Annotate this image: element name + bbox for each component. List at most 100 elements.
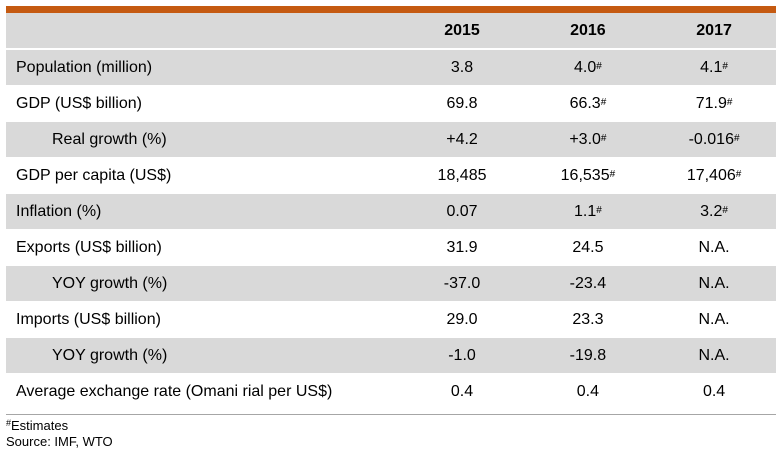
cell-value: 0.4 (576, 382, 600, 400)
value-cell: -0.016# (652, 122, 776, 158)
header-cell-2017: 2017 (652, 13, 776, 50)
row-label: Inflation (%) (6, 194, 401, 230)
value-cell: 71.9# (652, 86, 776, 122)
value-cell: 23.3 (523, 302, 653, 338)
footnote-text: Estimates (11, 418, 69, 433)
economic-indicators-table: 2015 2016 2017 Population (million) 3.8 4.… (6, 13, 776, 410)
header-cell-2016: 2016 (523, 13, 653, 50)
cell-value: 23.3 (572, 310, 604, 328)
cell-value: 31.9 (446, 238, 478, 256)
row-label: GDP (US$ billion) (6, 86, 401, 122)
value-cell: +4.2 (400, 122, 524, 158)
top-accent-bar (6, 6, 776, 13)
row-label: Population (million) (6, 50, 401, 86)
cell-value: +4.2 (446, 130, 478, 148)
value-cell: 18,485 (400, 158, 524, 194)
value-cell: 1.1# (523, 194, 653, 230)
value-cell: 3.2# (652, 194, 776, 230)
row-label: Imports (US$ billion) (6, 302, 401, 338)
value-cell: -37.0 (400, 266, 524, 302)
value-cell: 16,535# (523, 158, 653, 194)
cell-value: 16,535 (560, 166, 610, 184)
cell-value: 66.3 (569, 94, 601, 112)
cell-value: 3.8 (450, 58, 474, 76)
row-label: YOY growth (%) (6, 266, 401, 302)
cell-value: 18,485 (437, 166, 487, 184)
cell-value: N.A. (698, 310, 730, 328)
header-row: 2015 2016 2017 (6, 13, 776, 50)
cell-value: 3.2 (700, 202, 723, 220)
value-cell: N.A. (652, 266, 776, 302)
estimate-mark: # (735, 168, 742, 180)
cell-value: +3.0 (569, 130, 601, 148)
value-cell: -1.0 (400, 338, 524, 374)
cell-value: N.A. (698, 346, 730, 364)
footnote: #Estimates (6, 418, 113, 434)
cell-value: -1.0 (448, 346, 476, 364)
table-row: YOY growth (%) -1.0 -19.8 N.A. (6, 338, 776, 374)
value-cell: 0.4 (400, 374, 524, 410)
cell-value: 17,406 (686, 166, 736, 184)
cell-value: -23.4 (569, 274, 607, 292)
table-row: GDP (US$ billion) 69.8 66.3# 71.9# (6, 86, 776, 122)
notes-block: #Estimates Source: IMF, WTO (6, 418, 113, 450)
table-row: Exports (US$ billion) 31.9 24.5 N.A. (6, 230, 776, 266)
cell-value: 29.0 (446, 310, 478, 328)
estimate-mark: # (596, 60, 602, 72)
value-cell: 17,406# (652, 158, 776, 194)
row-label: Exports (US$ billion) (6, 230, 401, 266)
estimate-mark: # (733, 132, 740, 144)
value-cell: -19.8 (523, 338, 653, 374)
estimate-mark: # (722, 60, 728, 72)
value-cell: 69.8 (400, 86, 524, 122)
value-cell: N.A. (652, 338, 776, 374)
cell-value: 0.07 (446, 202, 478, 220)
cell-value: N.A. (698, 274, 730, 292)
source-note: Source: IMF, WTO (6, 434, 113, 449)
cell-value: -37.0 (443, 274, 481, 292)
value-cell: 4.1# (652, 50, 776, 86)
estimate-mark: # (722, 204, 728, 216)
value-cell: 29.0 (400, 302, 524, 338)
value-cell: 3.8 (400, 50, 524, 86)
header-cell-2015: 2015 (400, 13, 524, 50)
table-row: Average exchange rate (Omani rial per US… (6, 374, 776, 410)
row-label: GDP per capita (US$) (6, 158, 401, 194)
value-cell: 0.07 (400, 194, 524, 230)
value-cell: 66.3# (523, 86, 653, 122)
table-body: Population (million) 3.8 4.0# 4.1# GDP (US$ … (6, 50, 776, 410)
table-row: GDP per capita (US$) 18,485 16,535# 17,406# (6, 158, 776, 194)
value-cell: N.A. (652, 302, 776, 338)
value-cell: 31.9 (400, 230, 524, 266)
row-label: Average exchange rate (Omani rial per US… (6, 374, 401, 410)
cell-value: -19.8 (569, 346, 607, 364)
cell-value: 24.5 (572, 238, 604, 256)
cell-value: 4.1 (700, 58, 723, 76)
value-cell: 24.5 (523, 230, 653, 266)
cell-value: 69.8 (446, 94, 478, 112)
value-cell: 0.4 (523, 374, 653, 410)
value-cell: -23.4 (523, 266, 653, 302)
estimate-mark: # (600, 132, 607, 144)
table-row: Real growth (%) +4.2 +3.0# -0.016# (6, 122, 776, 158)
value-cell: +3.0# (523, 122, 653, 158)
cell-value: 4.0 (574, 58, 597, 76)
estimate-mark: # (726, 96, 733, 108)
table-row: Population (million) 3.8 4.0# 4.1# (6, 50, 776, 86)
footnote-mark: # (6, 418, 12, 428)
cell-value: 0.4 (450, 382, 474, 400)
row-label: Real growth (%) (6, 122, 401, 158)
header-cell-label (6, 13, 401, 50)
cell-value: -0.016 (688, 130, 734, 148)
value-cell: 4.0# (523, 50, 653, 86)
table-row: Inflation (%) 0.07 1.1# 3.2# (6, 194, 776, 230)
table-row: Imports (US$ billion) 29.0 23.3 N.A. (6, 302, 776, 338)
table-row: YOY growth (%) -37.0 -23.4 N.A. (6, 266, 776, 302)
value-cell: 0.4 (652, 374, 776, 410)
cell-value: 0.4 (702, 382, 726, 400)
estimate-mark: # (600, 96, 607, 108)
estimate-mark: # (609, 168, 616, 180)
cell-value: 1.1 (574, 202, 597, 220)
estimate-mark: # (596, 204, 602, 216)
row-label: YOY growth (%) (6, 338, 401, 374)
